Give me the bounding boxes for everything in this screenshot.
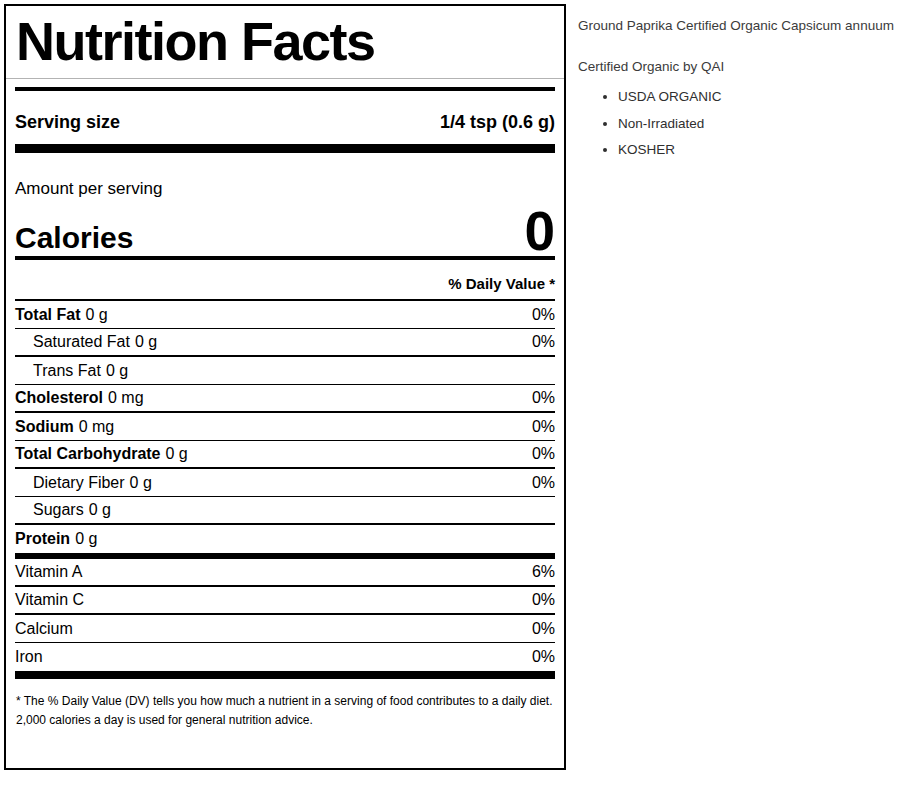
- nutrient-daily-value: 0%: [532, 306, 555, 324]
- nutrient-row: Vitamin A 6%: [15, 559, 555, 587]
- certification-bullet-item: USDA ORGANIC: [618, 88, 908, 106]
- nutrient-name: Dietary Fiber: [33, 474, 125, 491]
- footnote: * The % Daily Value (DV) tells you how m…: [15, 679, 555, 730]
- nutrient-name: Sodium: [15, 418, 74, 435]
- certification-line: Certified Organic by QAI: [578, 58, 908, 76]
- certification-bullet-item: Non-Irradiated: [618, 115, 908, 133]
- calories-value: 0: [524, 209, 555, 253]
- rule-after-serving: [15, 144, 555, 153]
- nutrient-amount: 0 g: [106, 362, 128, 379]
- nutrient-amount: 0 g: [166, 445, 188, 462]
- nutrient-row: Total Fat 0 g 0%: [15, 301, 555, 329]
- footnote-line-1: * The % Daily Value (DV) tells you how m…: [16, 692, 555, 711]
- nutrient-daily-value: 0%: [532, 333, 555, 351]
- calories-label: Calories: [15, 223, 133, 253]
- nutrient-daily-value: 0%: [532, 648, 555, 666]
- nutrient-row: Saturated Fat 0 g 0%: [15, 329, 555, 357]
- footnote-line-2: 2,000 calories a day is used for general…: [16, 711, 555, 730]
- nutrient-row: Protein 0 g: [15, 525, 555, 553]
- title-underline: [6, 78, 564, 79]
- serving-size-label: Serving size: [15, 112, 120, 133]
- nutrient-name: Iron: [15, 648, 43, 665]
- nutrition-facts-label: Nutrition Facts Serving size 1/4 tsp (0.…: [4, 4, 566, 770]
- nutrient-amount: 0 g: [75, 530, 97, 547]
- nutrient-name: Total Fat: [15, 306, 80, 323]
- nutrient-amount: 0 g: [135, 333, 157, 350]
- nutrient-amount: 0 g: [89, 501, 111, 518]
- nutrient-amount: 0 g: [85, 306, 107, 323]
- nutrient-row: Iron 0%: [15, 643, 555, 671]
- nutrient-daily-value: 0%: [532, 389, 555, 407]
- nutrient-name: Sugars: [33, 501, 84, 518]
- nutrient-daily-value: 0%: [532, 445, 555, 463]
- nutrient-row: Sugars 0 g: [15, 497, 555, 525]
- nutrient-name: Trans Fat: [33, 362, 101, 379]
- daily-value-header: % Daily Value *: [15, 260, 555, 301]
- amount-per-serving-label: Amount per serving: [15, 153, 555, 199]
- label-title: Nutrition Facts: [16, 13, 555, 69]
- nutrient-name: Total Carbohydrate: [15, 445, 161, 462]
- serving-size-row: Serving size 1/4 tsp (0.6 g): [15, 91, 555, 144]
- nutrient-name: Calcium: [15, 620, 73, 637]
- nutrient-amount: 0 g: [130, 474, 152, 491]
- nutrient-row: Calcium 0%: [15, 615, 555, 643]
- nutrient-amount: 0 mg: [79, 418, 115, 435]
- nutrient-daily-value: 0%: [532, 620, 555, 638]
- nutrient-row: Sodium 0 mg 0%: [15, 413, 555, 441]
- serving-size-value: 1/4 tsp (0.6 g): [440, 112, 555, 133]
- nutrient-name: Cholesterol: [15, 389, 103, 406]
- product-info-column: Ground Paprika Certified Organic Capsicu…: [578, 17, 908, 159]
- certification-bullet-item: KOSHER: [618, 141, 908, 159]
- nutrient-daily-value: 0%: [532, 474, 555, 492]
- nutrient-row: Vitamin C 0%: [15, 587, 555, 615]
- nutrient-daily-value: 0%: [532, 418, 555, 436]
- nutrient-row: Cholesterol 0 mg 0%: [15, 385, 555, 413]
- nutrient-row: Dietary Fiber 0 g 0%: [15, 469, 555, 497]
- calories-row: Calories 0: [15, 199, 555, 256]
- nutrient-daily-value: 0%: [532, 591, 555, 609]
- nutrient-name: Protein: [15, 530, 70, 547]
- rule-after-iron: [15, 671, 555, 679]
- product-title: Ground Paprika Certified Organic Capsicu…: [578, 17, 908, 35]
- nutrient-row: Total Carbohydrate 0 g 0%: [15, 441, 555, 469]
- nutrient-rows: Total Fat 0 g 0% Saturated Fat 0 g 0% Tran…: [15, 301, 555, 553]
- nutrient-name: Saturated Fat: [33, 333, 130, 350]
- nutrient-name: Vitamin A: [15, 563, 82, 580]
- certification-bullet-list: USDA ORGANIC Non-Irradiated KOSHER: [578, 88, 908, 159]
- nutrient-daily-value: 6%: [532, 563, 555, 581]
- nutrient-row: Trans Fat 0 g: [15, 357, 555, 385]
- nutrient-name: Vitamin C: [15, 591, 84, 608]
- nutrient-amount: 0 mg: [108, 389, 144, 406]
- vitamin-rows: Vitamin A 6% Vitamin C 0% Calcium 0% Iro…: [15, 559, 555, 671]
